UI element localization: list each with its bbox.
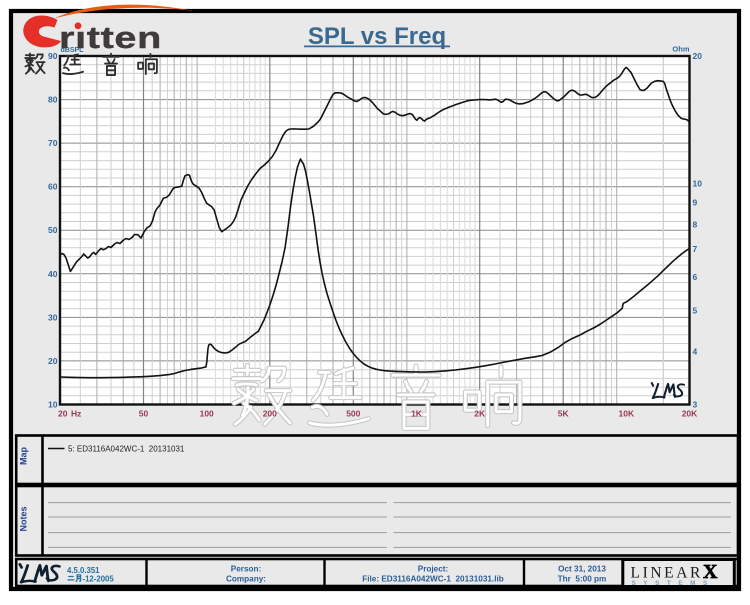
svg-text:Company:: Company: xyxy=(226,574,266,583)
svg-text:2K: 2K xyxy=(474,408,486,418)
svg-text:90: 90 xyxy=(48,51,58,61)
svg-text:200: 200 xyxy=(263,408,277,418)
svg-text:Person:: Person: xyxy=(231,564,261,573)
svg-text:100: 100 xyxy=(200,408,214,418)
svg-text:5: ED3116A042WC-1 20131031: 5: ED3116A042WC-1 20131031 xyxy=(68,444,185,453)
svg-text:7: 7 xyxy=(693,244,698,254)
svg-text:10: 10 xyxy=(48,400,58,410)
svg-text:60: 60 xyxy=(48,182,58,192)
svg-text:Hz: Hz xyxy=(71,408,81,418)
svg-text:Ohm: Ohm xyxy=(672,45,689,54)
svg-text:1K: 1K xyxy=(411,408,423,418)
svg-text:20: 20 xyxy=(58,408,68,418)
svg-text:5: 5 xyxy=(693,306,698,316)
svg-text:Project:: Project: xyxy=(418,564,448,573)
svg-text:-12-2005: -12-2005 xyxy=(83,574,115,583)
svg-text:File: ED3116A042WC-1 20131031: File: ED3116A042WC-1 20131031.lib xyxy=(362,574,504,583)
svg-text:Oct 31, 2013: Oct 31, 2013 xyxy=(558,564,606,573)
svg-text:Notes: Notes xyxy=(19,506,29,531)
svg-text:500: 500 xyxy=(346,408,360,418)
svg-text:Map: Map xyxy=(19,446,29,465)
svg-text:Thr 5:00 pm: Thr 5:00 pm xyxy=(558,574,607,583)
svg-text:40: 40 xyxy=(48,269,58,279)
svg-text:3: 3 xyxy=(693,400,698,410)
svg-text:rıtten: rıtten xyxy=(59,20,162,55)
svg-text:20: 20 xyxy=(48,356,58,366)
svg-text:20: 20 xyxy=(693,51,703,61)
svg-text:X: X xyxy=(703,561,718,583)
svg-text:50: 50 xyxy=(139,408,149,418)
svg-text:80: 80 xyxy=(48,95,58,105)
svg-text:4.5.0.351: 4.5.0.351 xyxy=(67,566,100,575)
svg-text:LINEAR: LINEAR xyxy=(631,565,703,582)
svg-text:4: 4 xyxy=(693,347,698,357)
svg-text:30: 30 xyxy=(48,312,58,322)
svg-text:20K: 20K xyxy=(682,408,698,418)
svg-text:5K: 5K xyxy=(558,408,570,418)
svg-text:8: 8 xyxy=(693,219,698,229)
svg-text:9: 9 xyxy=(693,198,698,208)
svg-text:SYSTEMS: SYSTEMS xyxy=(632,580,715,587)
svg-text:10: 10 xyxy=(693,178,703,188)
svg-text:dBSPL: dBSPL xyxy=(61,47,85,54)
svg-text:6: 6 xyxy=(693,272,698,282)
svg-text:70: 70 xyxy=(48,138,58,148)
svg-text:50: 50 xyxy=(48,225,58,235)
svg-text:10K: 10K xyxy=(619,408,635,418)
